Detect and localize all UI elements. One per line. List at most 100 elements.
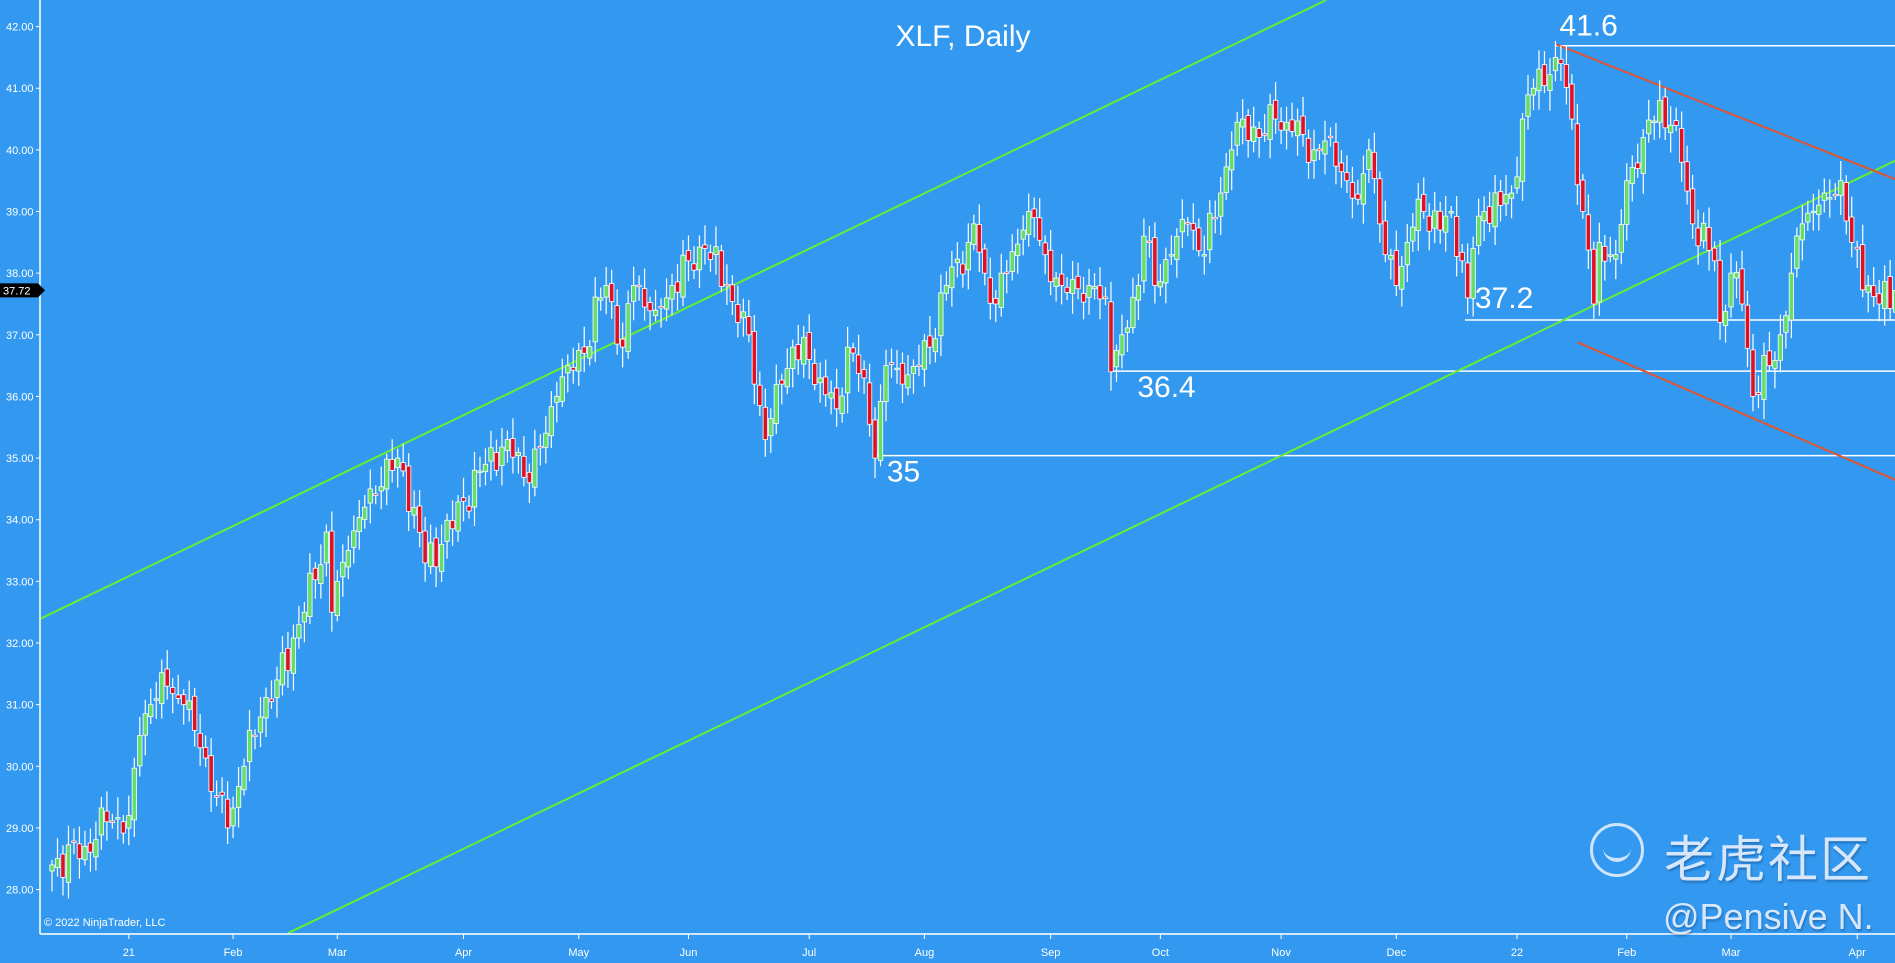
candle-body <box>702 244 708 249</box>
candle-body <box>257 716 264 733</box>
candle-body <box>241 765 247 791</box>
watermark-brand: 老虎社区 <box>1664 831 1872 889</box>
candle-body <box>658 306 664 309</box>
candle-body <box>411 506 417 516</box>
candle-up <box>603 266 609 315</box>
candle-up <box>482 448 489 486</box>
candle-body <box>1355 193 1361 200</box>
candle-body <box>1190 223 1196 231</box>
candle-down <box>916 344 922 377</box>
candle-body <box>1432 210 1438 229</box>
candle-body <box>762 406 768 440</box>
candle-up <box>438 524 445 582</box>
candle-down <box>976 204 982 273</box>
candle-body <box>1876 293 1882 305</box>
candle-body <box>817 377 823 384</box>
candle-body <box>208 755 214 792</box>
candle-down <box>1569 74 1575 130</box>
candle-up <box>1613 239 1619 280</box>
candle-down <box>1393 230 1399 297</box>
candle-body <box>746 316 752 336</box>
candle-up <box>1157 264 1163 297</box>
candle-body <box>559 376 565 402</box>
candle-body <box>1799 223 1805 241</box>
candle-down <box>1744 290 1751 368</box>
candle-down <box>812 348 818 391</box>
candle-body <box>1141 235 1147 282</box>
y-tick-label: 31.00 <box>6 700 34 712</box>
candle-body <box>159 672 165 705</box>
candle-body <box>850 347 856 354</box>
candle-up <box>631 266 637 321</box>
candle-body <box>1201 254 1207 257</box>
candle-up <box>1722 304 1729 343</box>
candle-body <box>356 517 362 532</box>
candle-down <box>1289 102 1295 138</box>
candle-up <box>954 242 960 278</box>
candle-up <box>1525 74 1531 130</box>
candle-body <box>943 285 949 294</box>
candle-down <box>993 290 999 323</box>
candle-body <box>1788 272 1794 321</box>
candle-up <box>587 340 593 366</box>
candle-body <box>54 858 61 868</box>
x-tick-label: Sep <box>1041 947 1061 959</box>
candle-up <box>49 859 55 892</box>
support-level-label: 37.2 <box>1475 282 1533 315</box>
candle-body <box>433 537 439 568</box>
candle-up <box>241 758 247 796</box>
candle-body <box>1009 251 1015 272</box>
candle-body <box>927 335 933 348</box>
candle-body <box>1772 360 1778 369</box>
candle-body <box>76 843 83 860</box>
candle-body <box>104 810 110 823</box>
candle-down <box>1459 244 1465 273</box>
candle-body <box>1152 237 1158 286</box>
candle-body <box>1174 236 1180 260</box>
candle-body <box>976 224 982 253</box>
candle-body <box>1059 273 1065 286</box>
candle-body <box>1300 115 1306 135</box>
candle-up <box>768 408 774 453</box>
candle-body <box>1486 206 1493 224</box>
candle-up <box>1201 235 1207 275</box>
candle-down <box>312 562 318 599</box>
candle-body <box>1481 211 1487 222</box>
candle-up <box>131 757 137 838</box>
candle-body <box>1728 272 1734 308</box>
candle-up <box>488 430 494 481</box>
candle-up <box>1015 228 1021 274</box>
candle-up <box>1229 131 1235 191</box>
candle-up <box>323 524 329 577</box>
candle-body <box>652 309 659 317</box>
candle-down <box>466 495 472 519</box>
candle-body <box>1668 124 1674 134</box>
candle-down <box>1037 198 1043 246</box>
candle-up <box>1772 351 1778 389</box>
candle-down <box>460 477 467 522</box>
candle-body <box>1508 192 1515 199</box>
candle-up <box>1761 342 1767 419</box>
candle-up <box>1777 314 1784 373</box>
candle-body <box>845 346 851 394</box>
candle-down <box>71 828 77 855</box>
candle-up <box>696 235 703 288</box>
last-price-marker <box>0 283 45 298</box>
candle-up <box>910 359 917 394</box>
candle-body <box>1410 226 1416 242</box>
candle-down <box>779 373 785 405</box>
candle-body <box>1580 179 1586 212</box>
candle-down <box>1684 145 1690 205</box>
candle-up <box>740 298 746 337</box>
candle-body <box>1574 123 1580 186</box>
candle-down <box>1876 279 1882 322</box>
last-price-label: 37.72 <box>3 285 31 297</box>
candle-body <box>334 581 340 616</box>
candle-up <box>625 290 631 359</box>
candle-down <box>1497 180 1504 222</box>
candle-body <box>1360 173 1366 205</box>
candle-body <box>636 284 642 288</box>
y-tick-label: 35.00 <box>6 453 34 465</box>
candle-up <box>1069 260 1076 314</box>
